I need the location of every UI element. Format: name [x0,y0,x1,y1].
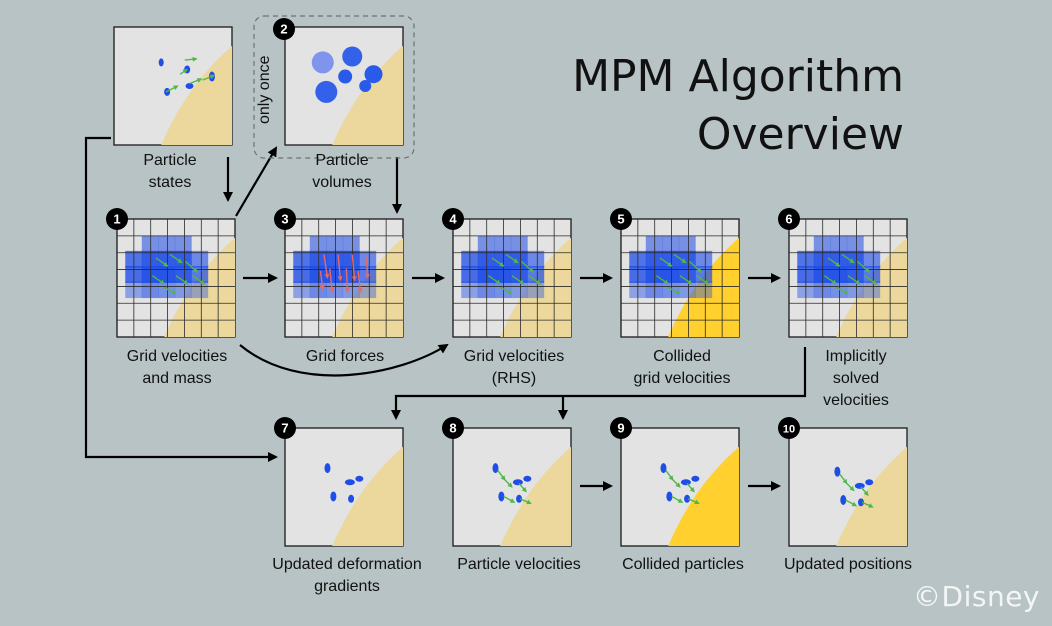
step-number-badge: 5 [610,208,632,230]
collision-object [332,446,403,546]
caption-step-5: Collided grid velocities [633,348,731,387]
step-number-badge: 4 [442,208,464,230]
particle-velocity-arrows [839,473,874,508]
caption-particle-states: Particle states [143,152,197,191]
panel-particle-states [113,26,233,146]
svg-text:9: 9 [617,421,624,436]
collision-object [500,446,571,546]
svg-text:8: 8 [449,421,456,436]
step-number-badge: 3 [274,208,296,230]
panel-step-9: 9 [610,417,740,547]
grid-velocity-arrows [655,253,710,294]
caption-step-10: Updated positions [783,556,913,573]
panel-step-7: 7 [274,417,404,547]
grid-mass-cells [125,235,209,299]
grid-lines [789,219,907,337]
panel-step-4: 4 [442,208,572,338]
svg-text:3: 3 [281,212,288,227]
collision-object-highlighted [668,237,739,337]
collision-object [836,446,907,546]
panel-step-6: 6 [778,208,908,338]
caption-step-9: Collided particles [622,556,744,573]
step-number-badge: 7 [274,417,296,439]
collision-object-highlighted [668,446,739,546]
panel-step-10: 10 [778,417,908,547]
svg-text:4: 4 [449,212,457,227]
step-number-badge: 8 [442,417,464,439]
collision-object [332,237,403,337]
panel-step-5: 5 [610,208,740,338]
step-number-badge: 10 [778,417,800,439]
arrow-1-to-4-curve [239,343,449,377]
svg-text:2: 2 [280,22,287,37]
panel-step-8: 8 [442,417,572,547]
title-line-2: Overview [696,109,904,160]
svg-text:1: 1 [113,212,120,227]
panel-particle-volumes: 2 [273,18,404,146]
particles [834,466,874,507]
disney-watermark: ©Disney [913,580,1040,613]
collision-object [164,237,235,337]
grid-velocity-arrows [487,253,542,294]
svg-text:7: 7 [281,421,288,436]
caption-step-3: Grid forces [305,348,385,365]
grid-velocity-arrows [823,253,878,294]
only-once-frame [253,15,415,159]
arrow-states-to-7 [84,136,278,462]
arrow-6-to-7 [391,347,807,420]
arrow-grid-to-volumes [235,146,278,217]
grid-mass-cells [629,235,713,299]
grid-velocity-arrows [151,253,206,294]
particles [324,463,364,503]
svg-text:10: 10 [783,424,795,436]
collision-object [161,45,232,145]
grid-lines [621,219,739,337]
collision-object [332,45,403,145]
particle-velocity-arrows [497,470,532,505]
only-once-note: only once [256,55,273,125]
grid-lines [453,219,571,337]
grid-lines [285,219,403,337]
panel-step-1: 1 [106,208,236,338]
step-number-badge: 2 [273,18,295,40]
svg-text:6: 6 [785,212,792,227]
particles [660,463,700,503]
step-number-badge: 1 [106,208,128,230]
panel-step-3: 3 [274,208,404,338]
caption-step-6: Implicitly solved velocities [823,348,889,409]
diagram-title: MPM Algorithm Overview [572,48,904,164]
step-number-badge: 6 [778,208,800,230]
grid-mass-cells [797,235,881,299]
particle-velocity-arrows [165,56,216,93]
grid-force-arrows [319,254,370,294]
particle-volume-circles [311,46,383,103]
svg-text:5: 5 [617,212,624,227]
caption-particle-volumes: Particle volumes [312,152,372,191]
particles [492,463,532,503]
step-number-badge: 9 [610,417,632,439]
title-line-1: MPM Algorithm [572,51,904,102]
grid-lines [117,219,235,337]
collision-object [500,237,571,337]
caption-step-4: Grid velocities (RHS) [463,348,565,387]
caption-step-8: Particle velocities [457,556,581,573]
particle-velocity-arrows [665,470,700,505]
collision-object [836,237,907,337]
caption-step-7: Updated deformation gradients [272,556,422,595]
caption-step-1: Grid velocities and mass [126,348,228,387]
